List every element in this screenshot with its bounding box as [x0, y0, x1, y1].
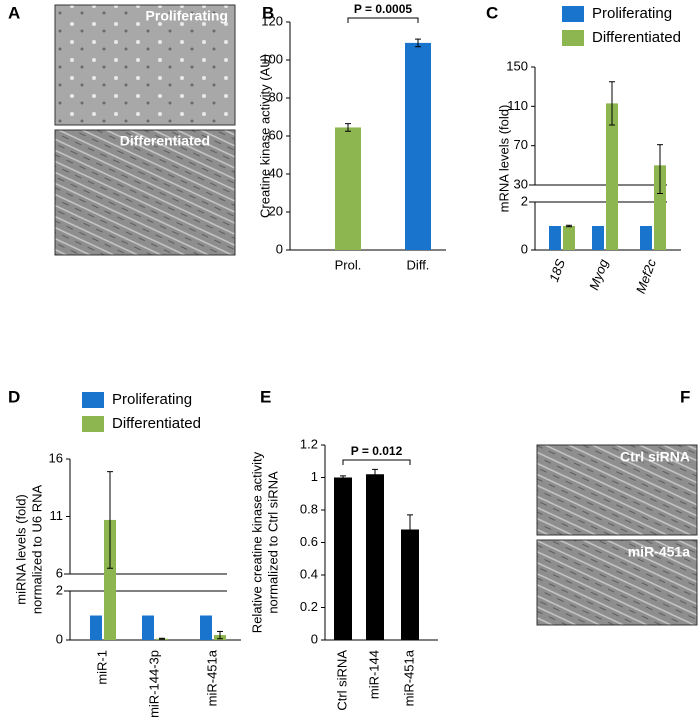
x-tick-label: miR-451a: [204, 649, 219, 706]
bar: [90, 615, 102, 640]
y-tick-label: 1.2: [300, 436, 318, 451]
legend-label: Differentiated: [112, 415, 201, 432]
x-tick-label: miR-144: [366, 650, 381, 699]
x-tick-label: 18S: [546, 257, 568, 284]
bar: [654, 165, 666, 250]
significance-bracket: [342, 459, 411, 465]
bar: [334, 477, 352, 640]
y-tick-label: 30: [514, 176, 528, 191]
y-tick-label: 40: [269, 165, 283, 180]
bar: [549, 226, 561, 250]
legend-swatch: [562, 6, 584, 22]
error-bar: [217, 630, 223, 640]
legend-label: Proliferating: [112, 391, 192, 408]
y-axis-label: Relative creatine kinase activity: [249, 451, 264, 633]
bar: [606, 103, 618, 250]
y-tick-label: 0.2: [300, 599, 318, 614]
micrograph: [536, 539, 698, 626]
panel-letter: D: [8, 387, 20, 406]
bar: [200, 615, 212, 640]
x-tick-label: Diff.: [407, 257, 430, 272]
y-tick-label: 2: [521, 193, 528, 208]
panel-letter: E: [260, 387, 271, 406]
y-tick-label: 0: [276, 241, 283, 256]
panel-letter: B: [262, 3, 274, 22]
y-tick-label: 0: [56, 631, 63, 646]
bar: [366, 474, 384, 640]
y-tick-label: 11: [50, 508, 64, 523]
bar: [335, 127, 361, 250]
x-tick-label: Mef2c: [633, 257, 659, 296]
y-tick-label: 1: [311, 469, 318, 484]
error-bar: [657, 144, 663, 194]
bar: [142, 615, 154, 640]
panel-letter: A: [8, 3, 20, 22]
y-tick-label: 0.6: [300, 534, 318, 549]
legend-label: Differentiated: [592, 29, 681, 46]
bar: [104, 519, 116, 640]
micrograph: [54, 4, 236, 126]
x-tick-label: Prol.: [335, 257, 362, 272]
image-caption: miR-451a: [628, 544, 690, 560]
y-axis-label: miRNA levels (fold): [13, 494, 28, 605]
error-bar: [159, 637, 165, 640]
y-tick-label: 0.8: [300, 501, 318, 516]
micrograph: [536, 444, 698, 536]
x-tick-label: miR-144-3p: [146, 650, 161, 718]
y-tick-label: 80: [269, 89, 283, 104]
x-tick-label: Myog: [586, 256, 611, 292]
y-tick-label: 100: [261, 51, 283, 66]
y-tick-label: 16: [49, 450, 63, 465]
y-tick-label: 0.4: [300, 566, 318, 581]
error-bar: [566, 224, 572, 228]
panel-letter: C: [486, 3, 498, 22]
y-axis-label: normalized to Ctrl siRNA: [265, 471, 280, 614]
y-tick-label: 110: [507, 98, 528, 113]
y-axis-label: Creatine kinase activity (AU): [257, 54, 272, 218]
y-axis-label: mRNA levels (fold): [496, 105, 511, 213]
y-tick-label: 0: [521, 241, 528, 256]
y-tick-label: 70: [514, 137, 528, 152]
error-bar: [345, 123, 351, 132]
y-tick-label: 2: [56, 582, 63, 597]
annotation: P = 0.0005: [354, 2, 412, 16]
x-tick-label: miR-1: [94, 650, 109, 685]
error-bar: [107, 471, 113, 569]
y-tick-label: 60: [269, 127, 283, 142]
annotation: P = 0.012: [351, 444, 403, 458]
bar: [401, 529, 419, 640]
legend-label: Proliferating: [592, 5, 672, 22]
panel-letter: F: [680, 387, 690, 406]
legend-swatch: [82, 392, 104, 408]
bar: [640, 226, 652, 250]
significance-bracket: [347, 17, 419, 23]
image-caption: Proliferating: [146, 8, 228, 24]
y-tick-label: 20: [269, 203, 283, 218]
y-tick-label: 120: [261, 13, 283, 28]
error-bar: [609, 81, 615, 126]
image-caption: Differentiated: [120, 133, 210, 149]
error-bar: [415, 38, 421, 48]
image-caption: Ctrl siRNA: [620, 449, 690, 465]
x-tick-label: miR-451a: [401, 649, 416, 706]
error-bar: [340, 475, 346, 480]
y-tick-label: 0: [311, 631, 318, 646]
micrograph: [54, 129, 236, 256]
x-tick-label: Ctrl siRNA: [334, 650, 349, 711]
bar: [563, 226, 575, 250]
y-tick-label: 6: [56, 565, 63, 580]
y-axis-label: normalized to U6 RNA: [29, 485, 44, 615]
legend-swatch: [82, 416, 104, 432]
error-bar: [407, 514, 413, 545]
bar: [405, 42, 431, 251]
legend-swatch: [562, 30, 584, 46]
error-bar: [372, 468, 378, 480]
y-tick-label: 150: [506, 58, 528, 73]
bar: [592, 226, 604, 250]
